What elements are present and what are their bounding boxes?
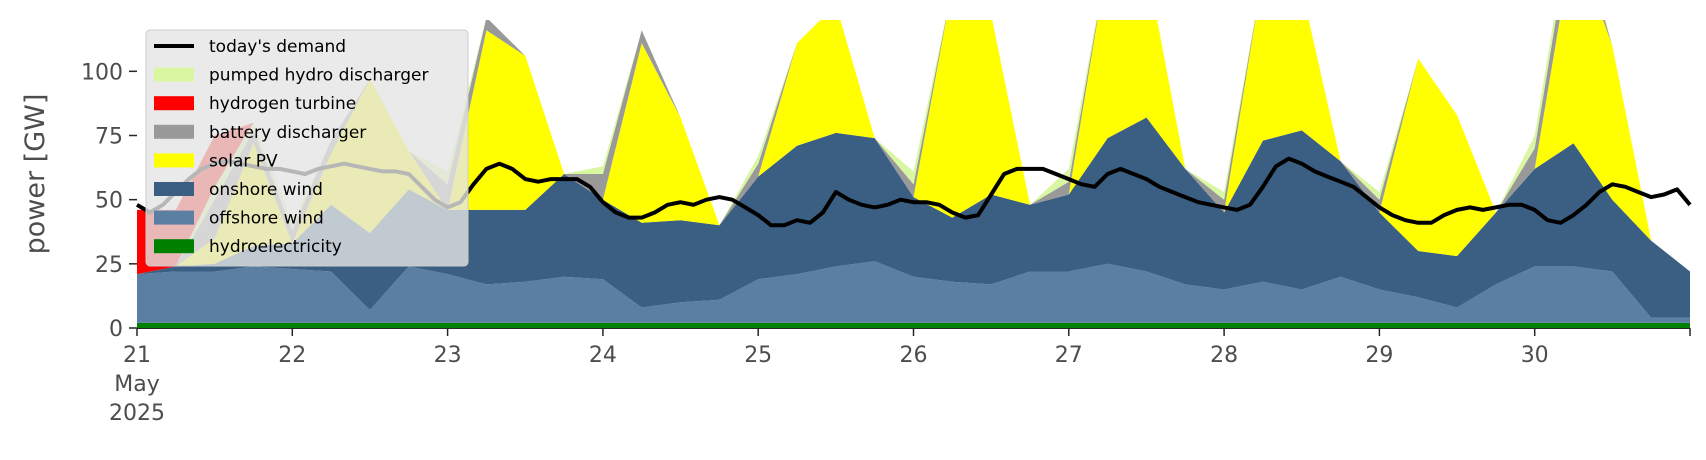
x-tick-label: 29	[1365, 343, 1393, 368]
stacked-area-plot	[137, 20, 1690, 328]
legend: today's demand pumped hydro discharger hyd…	[145, 29, 469, 267]
legend-box	[145, 29, 469, 267]
legend-swatch-solar-pv	[154, 153, 194, 168]
x-tick-label: 23	[434, 343, 462, 368]
y-tick-label: 100	[81, 60, 123, 85]
legend-label-pumped-hydro-discharger: pumped hydro discharger	[209, 66, 428, 86]
x-tick-label: 27	[1055, 343, 1083, 368]
x-axis: 21 May 2025 22 23 24 25 26 27 28 29 30	[109, 328, 1691, 426]
x-tick-label: 28	[1210, 343, 1238, 368]
legend-label-hydrogen-turbine: hydrogen turbine	[209, 94, 356, 114]
y-tick-label: 0	[109, 317, 123, 342]
y-tick-label: 75	[95, 125, 123, 150]
legend-swatch-onshore-wind	[154, 182, 194, 196]
y-axis-label: power [GW]	[20, 94, 51, 255]
x-tick-label: 26	[900, 343, 928, 368]
legend-label-offshore-wind: offshore wind	[209, 209, 324, 229]
x-tick-label: 25	[744, 343, 772, 368]
x-tick-label: 22	[278, 343, 306, 368]
y-axis: 0 25 50 75 100	[81, 60, 137, 342]
legend-label-today-s-demand: today's demand	[209, 37, 346, 57]
area-onshore-wind	[137, 117, 1690, 318]
area-offshore-wind	[137, 261, 1690, 323]
legend-swatch-hydroelectricity	[154, 239, 194, 254]
area-hydroelectricity	[137, 322, 1690, 328]
y-tick-label: 50	[95, 189, 123, 214]
x-tick-label: 24	[589, 343, 617, 368]
legend-swatch-offshore-wind	[154, 210, 194, 225]
x-tick-label: 21 May 2025	[109, 343, 165, 426]
legend-label-hydroelectricity: hydroelectricity	[209, 237, 342, 257]
legend-label-battery-discharger: battery discharger	[209, 123, 366, 143]
legend-swatch-pumped-hydro-discharger	[154, 67, 194, 82]
legend-swatch-battery-discharger	[154, 124, 194, 139]
y-tick-label: 25	[95, 253, 123, 278]
area-solar-pv	[137, 20, 1690, 275]
legend-swatch-hydrogen-turbine	[154, 96, 194, 111]
legend-label-onshore-wind: onshore wind	[209, 180, 323, 200]
x-tick-label: 30	[1521, 343, 1549, 368]
legend-label-solar-pv: solar PV	[209, 151, 278, 171]
